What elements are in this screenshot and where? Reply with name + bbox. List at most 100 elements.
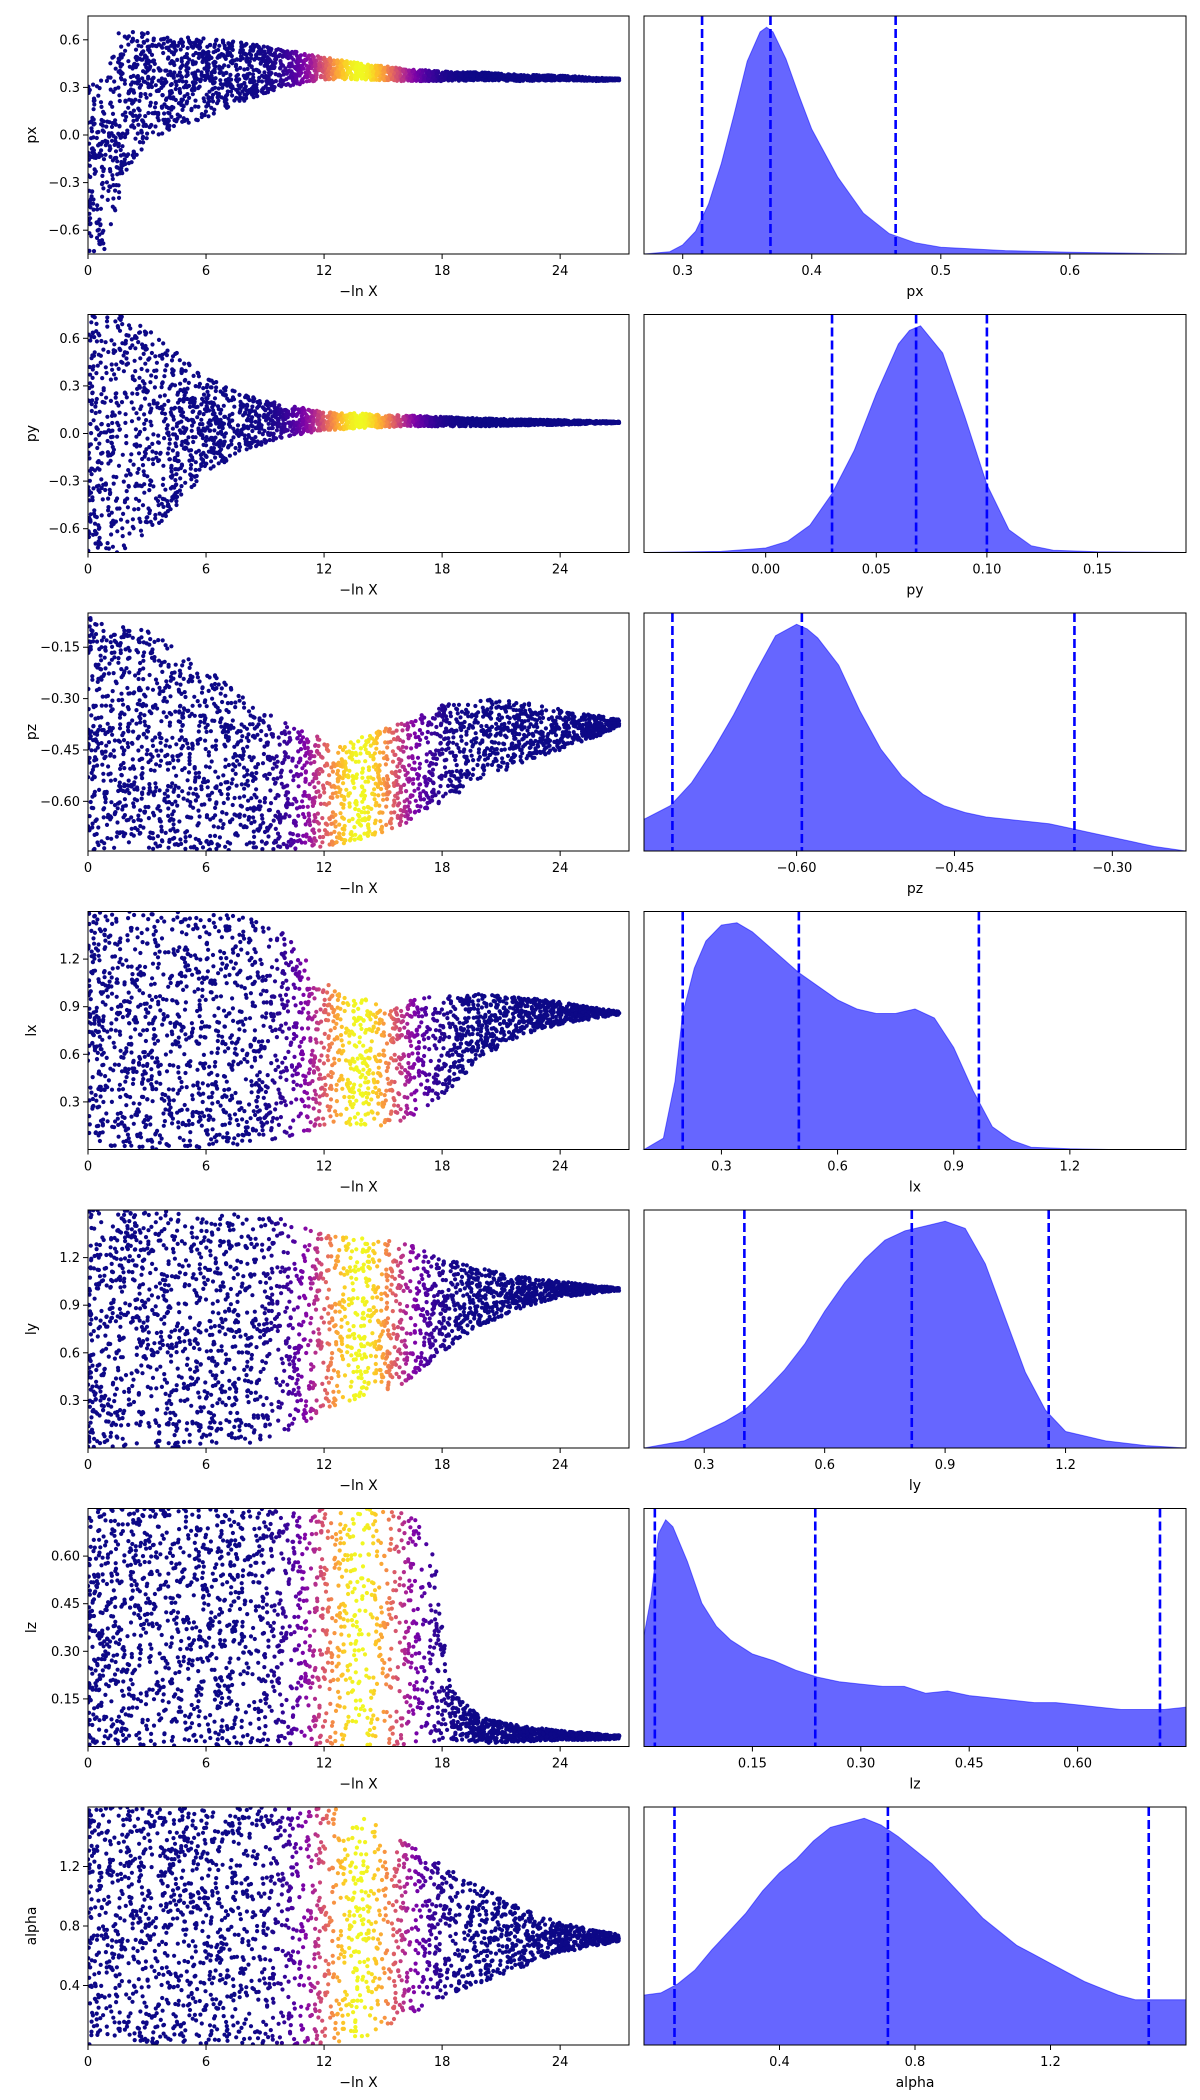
trace-sample-point xyxy=(110,55,115,60)
trace-sample-point xyxy=(113,86,118,91)
trace-sample-point xyxy=(105,119,110,124)
trace-sample-point xyxy=(182,378,187,383)
trace-sample-point xyxy=(126,105,131,110)
trace-sample-point xyxy=(347,69,352,74)
trace-sample-point xyxy=(170,495,175,500)
trace-sample-point xyxy=(209,385,214,390)
trace-sample-point xyxy=(136,451,142,456)
trace-sample-point xyxy=(126,89,132,94)
trace-sample-point xyxy=(105,197,110,202)
trace-sample-point xyxy=(144,390,150,395)
trace-sample-point xyxy=(156,458,162,463)
trace-sample-point xyxy=(147,125,152,130)
trace-sample-point xyxy=(601,77,606,82)
trace-sample-point xyxy=(117,190,122,195)
trace-sample-point xyxy=(88,398,92,404)
trace-sample-point xyxy=(88,84,91,89)
trace-sample-point xyxy=(130,101,135,106)
trace-sample-point xyxy=(163,487,168,492)
trace-sample-point xyxy=(206,75,212,80)
trace-sample-point xyxy=(129,419,135,424)
trace-sample-point xyxy=(244,437,249,442)
trace-sample-point xyxy=(114,475,119,480)
trace-sample-point xyxy=(98,100,104,105)
trace-sample-point xyxy=(168,69,173,74)
trace-sample-point xyxy=(101,186,106,191)
trace-sample-point xyxy=(193,98,198,103)
trace-sample-point xyxy=(129,452,134,457)
trace-sample-point xyxy=(108,458,113,463)
trace-sample-point xyxy=(228,46,233,51)
trace-sample-point xyxy=(270,60,275,66)
trace-sample-point xyxy=(154,360,159,365)
trace-sample-point xyxy=(139,147,144,152)
trace-sample-point xyxy=(140,342,145,347)
trace-sample-point xyxy=(212,63,217,68)
trace-sample-point xyxy=(95,445,100,451)
trace-sample-point xyxy=(147,445,152,450)
trace-sample-point xyxy=(287,51,292,57)
trace-sample-point xyxy=(210,99,216,104)
trace-sample-point xyxy=(95,466,100,471)
trace-sample-point xyxy=(168,61,173,66)
trace-sample-point xyxy=(148,103,153,108)
trace-sample-point xyxy=(112,79,117,84)
trace-sample-point xyxy=(120,526,125,531)
trace-sample-point xyxy=(143,343,148,349)
trace-sample-point xyxy=(104,124,109,129)
trace-sample-point xyxy=(278,407,283,412)
trace-sample-point xyxy=(96,460,101,465)
trace-sample-point xyxy=(105,140,110,145)
trace-sample-point xyxy=(375,70,380,76)
trace-sample-point xyxy=(353,68,358,73)
trace-sample-point xyxy=(177,488,182,493)
trace-sample-point xyxy=(124,434,129,439)
trace-sample-point xyxy=(100,450,105,455)
trace-sample-point xyxy=(301,66,306,71)
trace-sample-point xyxy=(153,354,158,359)
trace-sample-point xyxy=(124,362,129,367)
trace-sample-point xyxy=(268,72,273,77)
trace-sample-point xyxy=(95,207,100,212)
trace-sample-point xyxy=(200,54,205,59)
trace-sample-point xyxy=(191,439,196,445)
trace-sample-point xyxy=(197,381,202,386)
trace-sample-point xyxy=(189,462,194,468)
trace-sample-point xyxy=(136,432,142,437)
trace-sample-point xyxy=(141,469,146,474)
trace-sample-point xyxy=(237,77,242,82)
trace-sample-point xyxy=(104,180,109,185)
posterior-xlabel: px xyxy=(906,284,923,300)
trace-sample-point xyxy=(117,93,122,98)
trace-sample-point xyxy=(156,88,161,93)
trace-sample-point xyxy=(172,70,177,75)
trace-sample-point xyxy=(369,65,374,70)
trace-sample-point xyxy=(174,502,179,508)
trace-sample-point xyxy=(439,423,444,428)
trace-px-xtick-label: 6 xyxy=(202,264,210,279)
trace-sample-point xyxy=(283,428,289,433)
trace-sample-point xyxy=(304,79,309,84)
trace-sample-point xyxy=(156,112,161,117)
trace-sample-point xyxy=(112,142,117,147)
trace-sample-point xyxy=(90,189,95,194)
trace-sample-point xyxy=(616,77,621,82)
trace-sample-point xyxy=(220,38,225,43)
posterior-panel-px: 0.3 0.4 0.5 0.6px xyxy=(643,15,1187,300)
trace-sample-point xyxy=(141,40,147,45)
trace-sample-point xyxy=(260,432,265,437)
trace-sample-point xyxy=(88,120,93,125)
trace-px-xtick-label: 18 xyxy=(434,264,451,279)
trace-sample-point xyxy=(118,153,124,158)
trace-sample-point xyxy=(194,479,199,484)
trace-sample-point xyxy=(104,78,109,83)
trace-sample-point xyxy=(116,195,122,200)
trace-sample-point xyxy=(113,118,118,123)
trace-sample-point xyxy=(189,477,194,482)
trace-sample-point xyxy=(115,434,120,439)
trace-sample-point xyxy=(126,484,131,489)
trace-sample-point xyxy=(99,338,104,344)
posterior-density-area xyxy=(643,26,1187,255)
trace-sample-point xyxy=(120,452,125,457)
trace-sample-point xyxy=(119,134,124,140)
